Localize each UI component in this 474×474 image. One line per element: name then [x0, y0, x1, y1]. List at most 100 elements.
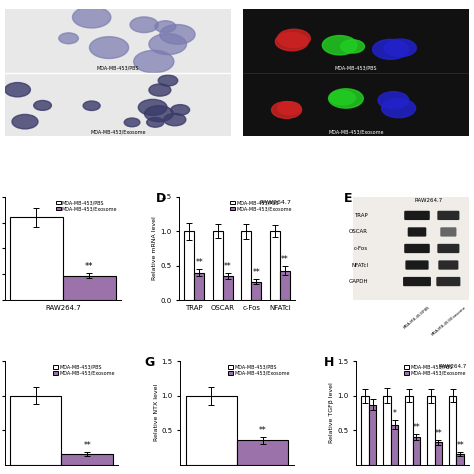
Text: MDA-MB-453/PBS: MDA-MB-453/PBS [335, 65, 377, 70]
Text: MDA-MB-453/Exosome: MDA-MB-453/Exosome [90, 129, 146, 135]
Text: D: D [155, 191, 166, 205]
Text: **: ** [412, 423, 420, 432]
Y-axis label: Relative TGFβ level: Relative TGFβ level [329, 383, 334, 443]
Text: MDA-MB-453/Exosome: MDA-MB-453/Exosome [430, 305, 466, 337]
Circle shape [158, 75, 178, 86]
Text: **: ** [195, 258, 203, 267]
Circle shape [90, 36, 128, 58]
Circle shape [330, 91, 356, 105]
Text: OSCAR: OSCAR [349, 229, 368, 235]
Circle shape [83, 101, 100, 110]
Bar [62, 454, 113, 465]
Text: RAW264.7: RAW264.7 [260, 200, 292, 205]
FancyBboxPatch shape [440, 228, 456, 237]
Bar [369, 405, 376, 465]
Circle shape [278, 29, 310, 47]
Legend: MDA-MB-453/PBS, MDA-MB-453/Exosome: MDA-MB-453/PBS, MDA-MB-453/Exosome [55, 199, 118, 212]
Text: H: H [324, 356, 335, 369]
Circle shape [155, 21, 176, 32]
Circle shape [59, 33, 78, 44]
Text: **: ** [259, 426, 266, 435]
Legend: MDA-MB-453/PBS, MDA-MB-453/Exosome: MDA-MB-453/PBS, MDA-MB-453/Exosome [52, 364, 116, 376]
Circle shape [384, 39, 416, 57]
Y-axis label: Relative mRNA level: Relative mRNA level [152, 217, 157, 280]
Bar [391, 425, 398, 465]
Text: RAW264.7: RAW264.7 [414, 199, 443, 203]
Circle shape [378, 91, 409, 109]
Text: **: ** [456, 441, 464, 450]
Bar [435, 442, 442, 465]
Bar [405, 396, 412, 465]
Bar [223, 276, 233, 300]
Circle shape [171, 105, 190, 115]
FancyBboxPatch shape [438, 244, 459, 253]
Circle shape [73, 7, 111, 28]
Circle shape [149, 34, 186, 55]
FancyBboxPatch shape [404, 211, 430, 220]
Circle shape [5, 82, 30, 97]
Text: TRAP: TRAP [355, 213, 368, 218]
FancyBboxPatch shape [408, 228, 426, 237]
Circle shape [12, 114, 38, 129]
Text: **: ** [435, 428, 442, 438]
Circle shape [322, 36, 357, 55]
FancyBboxPatch shape [438, 260, 458, 270]
Bar [251, 282, 261, 300]
Bar [270, 231, 280, 300]
Text: MDA-MB-453/PBS: MDA-MB-453/PBS [97, 65, 139, 70]
Bar [449, 396, 456, 465]
Bar [194, 273, 204, 300]
Bar [185, 396, 237, 465]
Circle shape [134, 50, 174, 73]
FancyBboxPatch shape [403, 277, 431, 286]
Bar [213, 231, 223, 300]
Text: MDA-MB-453/PBS: MDA-MB-453/PBS [403, 305, 431, 330]
Legend: MDA-MB-453/PBS, MDA-MB-453/Exosome: MDA-MB-453/PBS, MDA-MB-453/Exosome [228, 364, 291, 376]
Y-axis label: Relative NTX level: Relative NTX level [154, 384, 159, 441]
Text: **: ** [281, 255, 289, 264]
Circle shape [160, 25, 195, 44]
Circle shape [341, 40, 365, 53]
Text: G: G [144, 356, 155, 369]
Text: **: ** [85, 262, 93, 271]
FancyBboxPatch shape [438, 211, 459, 220]
Circle shape [124, 118, 140, 127]
Text: RAW264.7: RAW264.7 [439, 365, 467, 369]
Bar [241, 231, 251, 300]
Bar [10, 396, 62, 465]
Circle shape [382, 99, 416, 118]
Bar [184, 231, 194, 300]
Circle shape [272, 101, 301, 118]
Legend: MDA-MB-453/PBS, MDA-MB-453/Exosome: MDA-MB-453/PBS, MDA-MB-453/Exosome [229, 199, 292, 212]
Text: NFATcl: NFATcl [351, 263, 368, 267]
Circle shape [34, 100, 51, 110]
Circle shape [146, 118, 164, 127]
Bar [456, 454, 464, 465]
Circle shape [328, 89, 363, 108]
Bar [412, 437, 420, 465]
FancyBboxPatch shape [404, 244, 430, 253]
FancyBboxPatch shape [437, 277, 460, 286]
Bar [63, 275, 116, 300]
Circle shape [130, 17, 158, 33]
Bar [427, 396, 435, 465]
Text: MDA-MB-453/Exosome: MDA-MB-453/Exosome [328, 129, 384, 135]
Text: **: ** [83, 441, 91, 450]
Text: E: E [344, 191, 352, 205]
Text: GAPDH: GAPDH [348, 279, 368, 284]
Text: c-Fos: c-Fos [354, 246, 368, 251]
Bar [361, 396, 369, 465]
Legend: MDA-MB-453/PBS, MDA-MB-453/Exosome: MDA-MB-453/PBS, MDA-MB-453/Exosome [403, 364, 467, 376]
Text: *: * [392, 409, 396, 418]
Bar [280, 271, 290, 300]
Circle shape [145, 106, 173, 122]
Circle shape [275, 32, 308, 51]
Bar [10, 218, 63, 300]
Circle shape [373, 39, 408, 59]
Circle shape [278, 102, 301, 115]
Circle shape [149, 84, 171, 96]
Text: **: ** [224, 262, 232, 271]
Bar [237, 440, 289, 465]
Circle shape [138, 100, 167, 115]
Bar [383, 396, 391, 465]
